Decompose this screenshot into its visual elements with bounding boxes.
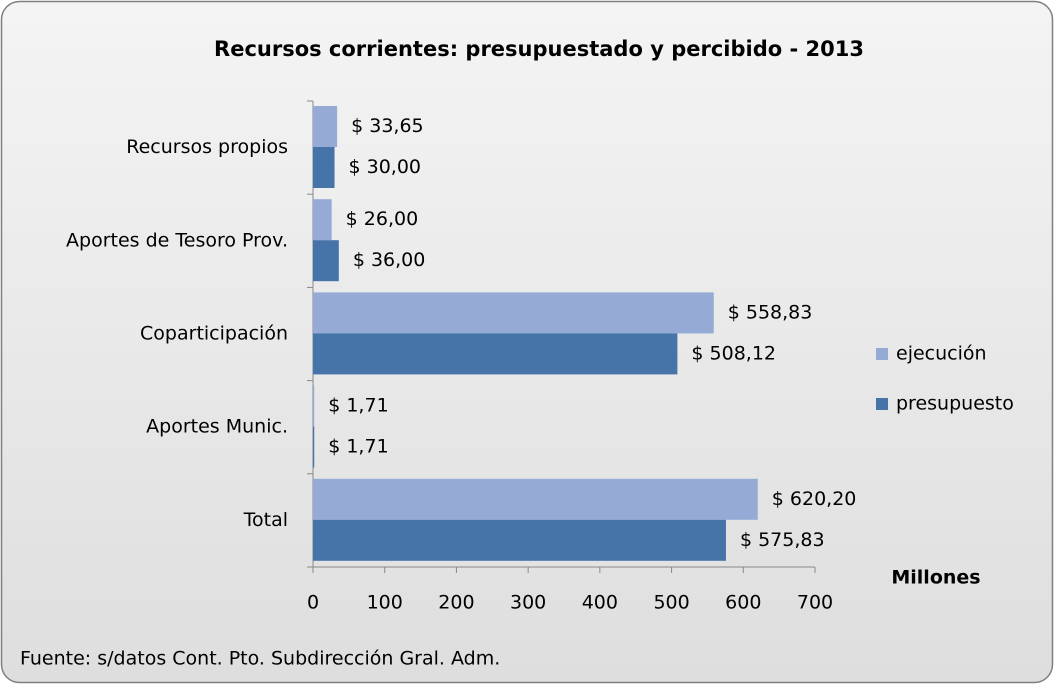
- bar: [313, 147, 335, 188]
- bar: [313, 519, 726, 561]
- data-label: $ 36,00: [353, 249, 426, 271]
- x-tick-label: 300: [510, 592, 546, 614]
- data-label: $ 1,71: [328, 395, 388, 417]
- data-label: $ 26,00: [346, 208, 419, 230]
- bar: [313, 478, 758, 520]
- legend-label: presupuesto: [896, 393, 1014, 415]
- data-label: $ 575,83: [740, 529, 825, 551]
- y-tick-label: Coparticipación: [140, 323, 288, 345]
- x-axis-label: Millones: [891, 567, 980, 589]
- legend-label: ejecución: [896, 343, 987, 365]
- data-label: $ 30,00: [349, 156, 422, 178]
- bar: [313, 292, 714, 334]
- data-label: $ 1,71: [328, 436, 388, 458]
- data-label: $ 508,12: [691, 342, 776, 364]
- y-tick-label: Recursos propios: [126, 136, 288, 158]
- bar: [313, 426, 315, 468]
- y-tick-label: Total: [243, 509, 288, 531]
- x-tick-label: 700: [797, 592, 833, 614]
- x-tick-label: 600: [725, 592, 761, 614]
- x-tick-label: 0: [307, 592, 319, 614]
- x-tick-label: 100: [367, 592, 403, 614]
- bar: [313, 199, 332, 241]
- legend-swatch: [876, 348, 888, 360]
- y-tick-label: Aportes de Tesoro Prov.: [66, 229, 288, 251]
- data-label: $ 558,83: [728, 301, 813, 323]
- data-label: $ 620,20: [772, 488, 857, 510]
- x-tick-label: 200: [438, 592, 474, 614]
- data-label: $ 33,65: [351, 115, 424, 137]
- bar: [313, 240, 339, 282]
- bar: [313, 385, 315, 427]
- x-tick-label: 400: [582, 592, 618, 614]
- chart-title: Recursos corrientes: presupuestado y per…: [214, 37, 864, 61]
- source-note: Fuente: s/datos Cont. Pto. Subdirección …: [20, 648, 500, 670]
- legend-swatch: [876, 398, 888, 410]
- x-tick-label: 500: [653, 592, 689, 614]
- bar: [313, 333, 678, 375]
- y-tick-label: Aportes Munic.: [146, 416, 288, 438]
- bar: [313, 106, 338, 147]
